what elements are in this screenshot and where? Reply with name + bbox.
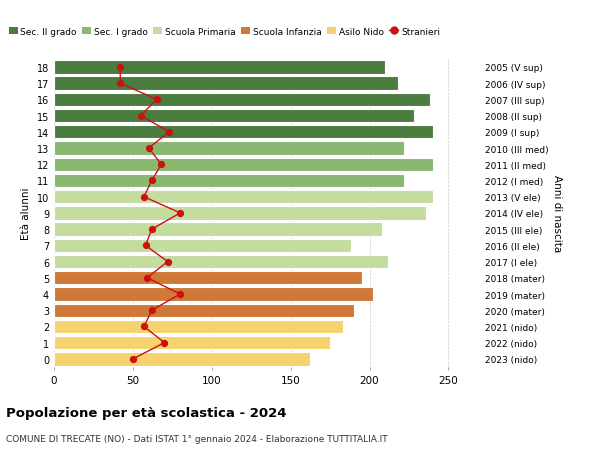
Bar xyxy=(54,288,373,301)
Bar xyxy=(54,239,350,252)
Bar xyxy=(54,320,343,333)
Bar xyxy=(54,304,354,317)
Point xyxy=(139,194,149,201)
Bar xyxy=(54,353,310,366)
Bar xyxy=(54,158,433,172)
Y-axis label: Età alunni: Età alunni xyxy=(21,187,31,240)
Bar xyxy=(54,110,414,123)
Bar xyxy=(54,61,385,74)
Point xyxy=(147,307,157,314)
Text: Popolazione per età scolastica - 2024: Popolazione per età scolastica - 2024 xyxy=(6,406,287,419)
Point xyxy=(144,145,154,152)
Point xyxy=(142,274,152,282)
Point xyxy=(160,339,169,347)
Point xyxy=(147,226,157,233)
Bar xyxy=(54,272,362,285)
Point xyxy=(115,80,125,88)
Point xyxy=(152,96,161,104)
Point xyxy=(175,210,185,217)
Point xyxy=(164,129,174,136)
Legend: Sec. II grado, Sec. I grado, Scuola Primaria, Scuola Infanzia, Asilo Nido, Stran: Sec. II grado, Sec. I grado, Scuola Prim… xyxy=(5,24,443,40)
Bar xyxy=(54,77,398,90)
Bar xyxy=(54,126,433,139)
Bar xyxy=(54,190,433,204)
Point xyxy=(115,64,125,72)
Point xyxy=(163,258,172,266)
Bar xyxy=(54,255,388,269)
Bar xyxy=(54,174,404,188)
Bar xyxy=(54,336,330,350)
Point xyxy=(128,355,137,363)
Point xyxy=(147,177,157,185)
Point xyxy=(157,161,166,168)
Point xyxy=(136,112,146,120)
Point xyxy=(175,291,185,298)
Bar xyxy=(54,94,430,107)
Bar xyxy=(54,207,427,220)
Text: COMUNE DI TRECATE (NO) - Dati ISTAT 1° gennaio 2024 - Elaborazione TUTTITALIA.IT: COMUNE DI TRECATE (NO) - Dati ISTAT 1° g… xyxy=(6,434,388,443)
Y-axis label: Anni di nascita: Anni di nascita xyxy=(553,175,562,252)
Bar xyxy=(54,142,404,155)
Point xyxy=(141,242,151,250)
Bar xyxy=(54,223,382,236)
Point xyxy=(139,323,149,330)
